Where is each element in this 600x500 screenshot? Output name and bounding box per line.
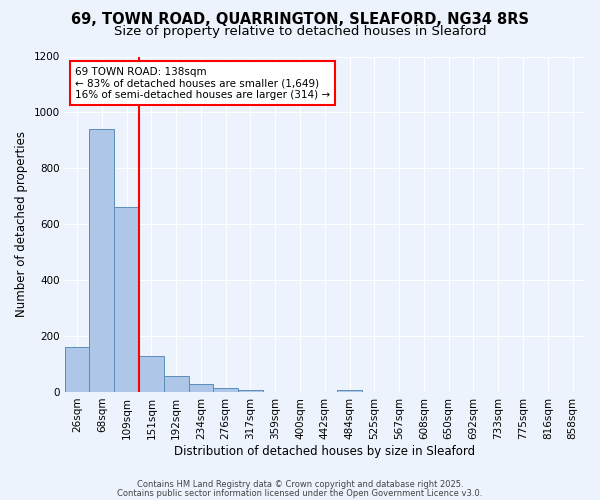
Bar [164,376,188,392]
Y-axis label: Number of detached properties: Number of detached properties [15,131,28,317]
Text: Size of property relative to detached houses in Sleaford: Size of property relative to detached ho… [113,25,487,38]
Bar [238,390,263,392]
Bar [114,208,139,392]
Text: 69 TOWN ROAD: 138sqm
← 83% of detached houses are smaller (1,649)
16% of semi-de: 69 TOWN ROAD: 138sqm ← 83% of detached h… [75,66,330,100]
Bar [89,129,114,392]
Text: Contains HM Land Registry data © Crown copyright and database right 2025.: Contains HM Land Registry data © Crown c… [137,480,463,489]
Bar [188,384,214,392]
Bar [214,388,238,392]
Bar [65,347,89,392]
Bar [337,390,362,392]
Bar [139,356,164,392]
X-axis label: Distribution of detached houses by size in Sleaford: Distribution of detached houses by size … [174,444,475,458]
Text: Contains public sector information licensed under the Open Government Licence v3: Contains public sector information licen… [118,489,482,498]
Text: 69, TOWN ROAD, QUARRINGTON, SLEAFORD, NG34 8RS: 69, TOWN ROAD, QUARRINGTON, SLEAFORD, NG… [71,12,529,28]
